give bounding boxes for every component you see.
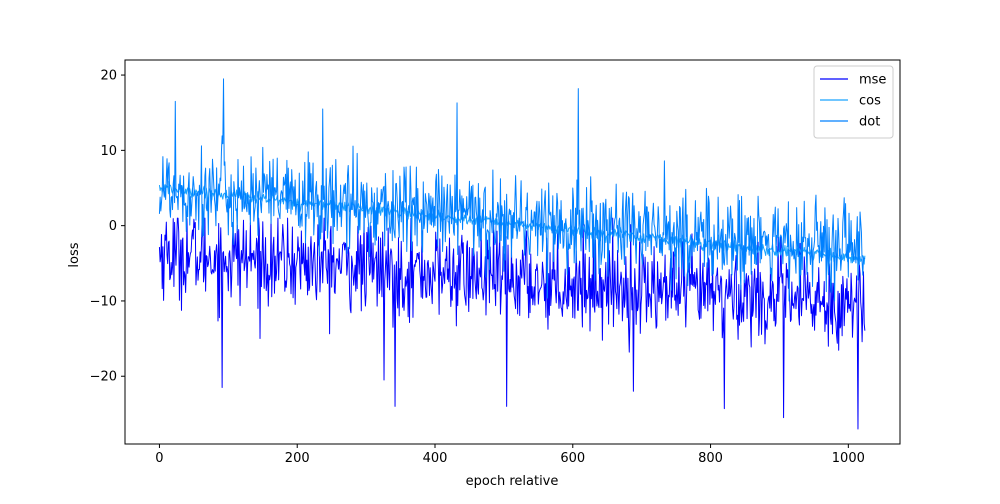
legend-label-dot: dot: [859, 115, 880, 130]
x-tick-label: 1000: [832, 451, 865, 466]
legend: mse cos dot: [813, 65, 894, 139]
axes-frame: [124, 59, 901, 445]
y-tick-label: −10: [90, 294, 117, 309]
y-tick-label: 0: [109, 219, 117, 234]
legend-label-mse: mse: [859, 73, 886, 88]
tick-group: 0 200 400 600 800 1000 −20 −10 0 10 20: [90, 69, 865, 466]
series-group: [158, 78, 866, 430]
x-tick-label: 600: [560, 451, 585, 466]
y-axis-label: loss: [67, 242, 82, 267]
x-tick-label: 200: [285, 451, 310, 466]
x-tick-label: 0: [155, 451, 163, 466]
legend-box: [813, 65, 894, 139]
y-tick-label: 20: [100, 69, 117, 84]
legend-label-cos: cos: [859, 94, 881, 109]
x-axis-label: epoch relative: [466, 474, 559, 489]
series-line-mse: [158, 217, 866, 430]
plot-frame: [124, 59, 901, 445]
series-line-dot: [158, 78, 866, 302]
y-tick-label: 10: [100, 144, 117, 159]
y-tick-label: −20: [90, 370, 117, 385]
x-tick-label: 800: [698, 451, 723, 466]
x-tick-label: 400: [423, 451, 448, 466]
